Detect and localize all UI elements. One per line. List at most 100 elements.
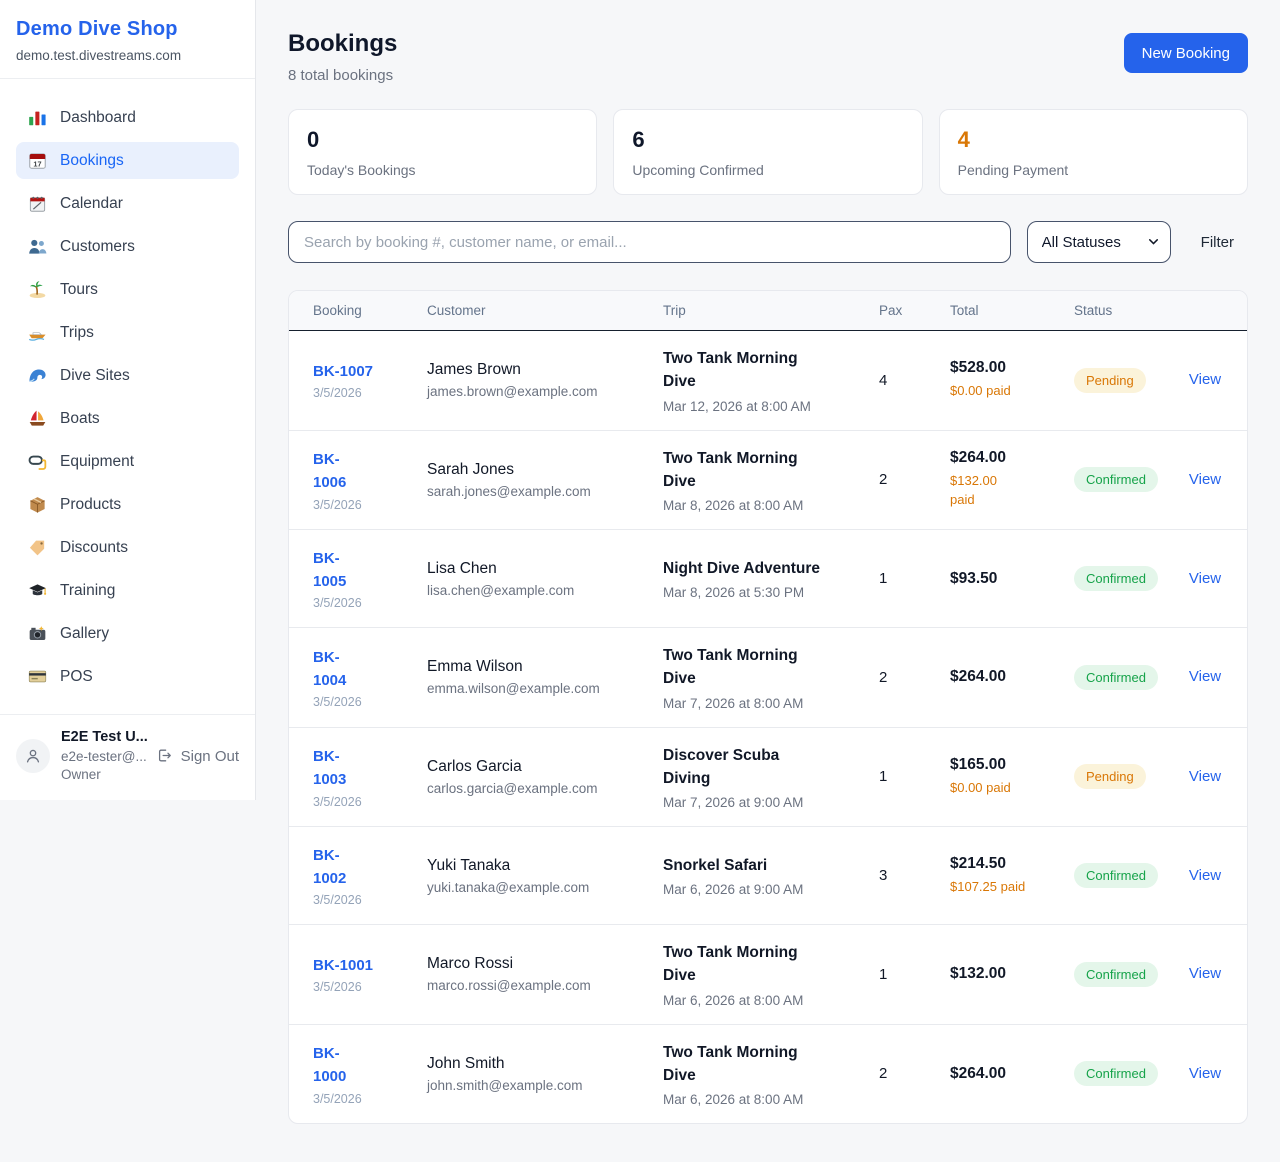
- avatar: [16, 739, 50, 773]
- total-amount: $264.00: [950, 1064, 1007, 1082]
- total-cell: $264.00: [950, 668, 1074, 686]
- total-amount: $165.00: [950, 755, 1007, 773]
- stat-card: 6 Upcoming Confirmed: [613, 109, 923, 195]
- booking-link[interactable]: BK- 1005: [313, 549, 347, 590]
- booking-cell: BK- 1000 3/5/2026: [313, 1042, 427, 1106]
- booking-cell: BK- 1004 3/5/2026: [313, 646, 427, 710]
- new-booking-button[interactable]: New Booking: [1123, 33, 1248, 73]
- filters-row: All Statuses Filter: [288, 221, 1248, 263]
- view-link[interactable]: View: [1188, 1064, 1222, 1082]
- sidebar-item-equipment[interactable]: Equipment: [16, 443, 239, 480]
- paid-amount: $107.25 paid: [950, 878, 1026, 894]
- customer-email: carlos.garcia@example.com: [427, 780, 598, 796]
- sidebar-item-pos[interactable]: POS: [16, 658, 239, 695]
- sign-out-button[interactable]: Sign Out: [155, 747, 239, 766]
- view-link[interactable]: View: [1188, 767, 1222, 785]
- trip-cell: Two Tank Morning Dive Mar 7, 2026 at 8:00 …: [663, 644, 879, 711]
- customer-cell: Yuki Tanaka yuki.tanaka@example.com: [427, 857, 663, 895]
- sidebar-item-dive-sites[interactable]: Dive Sites: [16, 357, 239, 394]
- customer-name: Marco Rossi: [427, 955, 514, 973]
- page-header: Bookings 8 total bookings New Booking: [288, 30, 1248, 84]
- action-cell: View: [1187, 570, 1223, 588]
- stat-value: 6: [632, 127, 645, 152]
- status-filter-select[interactable]: All Statuses: [1026, 221, 1171, 263]
- booking-date: 3/5/2026: [313, 695, 362, 709]
- sidebar-item-calendar[interactable]: Calendar: [16, 185, 239, 222]
- action-cell: View: [1187, 371, 1223, 389]
- filter-button[interactable]: Filter: [1187, 234, 1248, 251]
- booking-date: 3/5/2026: [313, 980, 362, 995]
- sidebar-item-dashboard[interactable]: Dashboard: [16, 99, 239, 136]
- stat-value: 4: [957, 127, 970, 152]
- sidebar-item-label: Training: [60, 581, 116, 599]
- sidebar-item-training[interactable]: Training: [16, 572, 239, 609]
- sidebar-item-label: POS: [60, 667, 93, 685]
- booking-cell: BK- 1003 3/5/2026: [313, 745, 427, 809]
- view-link[interactable]: View: [1188, 965, 1222, 983]
- user-email: e2e-tester@...: [61, 748, 147, 764]
- status-cell: Pending: [1074, 367, 1187, 393]
- stat-value: 0: [307, 127, 320, 152]
- sidebar-header: Demo Dive Shop demo.test.divestreams.com: [0, 0, 255, 79]
- total-cell: $264.00 $132.00 paid: [950, 449, 1074, 510]
- customer-cell: John Smith john.smith@example.com: [427, 1055, 663, 1093]
- customer-name: Yuki Tanaka: [427, 856, 511, 874]
- stat-card: 4 Pending Payment: [938, 109, 1248, 195]
- svg-text:17: 17: [33, 159, 41, 168]
- sidebar-item-trips[interactable]: Trips: [16, 314, 239, 351]
- status-filter-wrap: All Statuses: [1026, 221, 1171, 263]
- table-row: BK-1007 3/5/2026 James Brown james.brown@ex…: [289, 331, 1247, 430]
- booking-link[interactable]: BK- 1002: [313, 846, 347, 887]
- status-badge: Confirmed: [1074, 961, 1158, 987]
- booking-link[interactable]: BK-1001: [313, 957, 374, 975]
- sidebar-item-boats[interactable]: Boats: [16, 400, 239, 437]
- pax-cell: 2: [879, 1065, 888, 1083]
- stat-card: 0 Today's Bookings: [288, 109, 598, 195]
- trip-datetime: Mar 6, 2026 at 8:00 AM: [663, 992, 804, 1008]
- customer-name: Carlos Garcia: [427, 757, 522, 775]
- status-badge: Pending: [1074, 764, 1146, 790]
- view-link[interactable]: View: [1188, 470, 1222, 488]
- status-badge: Confirmed: [1074, 467, 1158, 493]
- user-name: E2E Test U...: [61, 729, 148, 745]
- view-link[interactable]: View: [1188, 569, 1222, 587]
- customer-cell: Lisa Chen lisa.chen@example.com: [427, 560, 663, 598]
- app-title: Demo Dive Shop: [16, 18, 178, 40]
- status-badge: Pending: [1074, 367, 1146, 393]
- total-cell: $93.50: [950, 570, 1074, 588]
- column-header: Trip: [663, 303, 686, 318]
- customer-cell: Carlos Garcia carlos.garcia@example.com: [427, 758, 663, 796]
- speedboat-icon: [28, 323, 47, 342]
- status-badge: Confirmed: [1074, 863, 1158, 888]
- sidebar-item-products[interactable]: Products: [16, 486, 239, 523]
- booking-cell: BK-1007 3/5/2026: [313, 360, 427, 400]
- table-row: BK- 1000 3/5/2026 John Smith john.smith@exam…: [289, 1023, 1247, 1124]
- customer-email: lisa.chen@example.com: [427, 582, 575, 598]
- credit-card-icon: [28, 667, 47, 686]
- total-amount: $264.00: [950, 449, 1007, 467]
- view-link[interactable]: View: [1188, 371, 1222, 389]
- trip-datetime: Mar 8, 2026 at 5:30 PM: [663, 585, 805, 601]
- sidebar-item-gallery[interactable]: Gallery: [16, 615, 239, 652]
- booking-link[interactable]: BK-1007: [313, 363, 374, 381]
- island-icon: [28, 280, 47, 299]
- booking-cell: BK- 1006 3/5/2026: [313, 448, 427, 512]
- booking-link[interactable]: BK- 1006: [313, 451, 347, 492]
- sidebar-item-bookings[interactable]: 17 Bookings: [16, 142, 239, 179]
- booking-link[interactable]: BK- 1000: [313, 1045, 347, 1086]
- view-link[interactable]: View: [1188, 668, 1222, 686]
- sidebar: Demo Dive Shop demo.test.divestreams.com…: [0, 0, 256, 800]
- search-input[interactable]: [288, 221, 1011, 263]
- sidebar-item-tours[interactable]: Tours: [16, 271, 239, 308]
- sidebar-item-label: Products: [60, 495, 122, 513]
- page-subtitle: 8 total bookings: [288, 67, 394, 84]
- customer-email: sarah.jones@example.com: [427, 483, 591, 499]
- sidebar-item-customers[interactable]: Customers: [16, 228, 239, 265]
- booking-link[interactable]: BK- 1003: [313, 748, 347, 789]
- sidebar-item-discounts[interactable]: Discounts: [16, 529, 239, 566]
- table-row: BK- 1003 3/5/2026 Carlos Garcia carlos.garci…: [289, 726, 1247, 827]
- booking-link[interactable]: BK- 1004: [313, 648, 347, 689]
- shop-domain: demo.test.divestreams.com: [16, 48, 182, 63]
- total-amount: $214.50: [950, 854, 1007, 872]
- view-link[interactable]: View: [1188, 866, 1222, 884]
